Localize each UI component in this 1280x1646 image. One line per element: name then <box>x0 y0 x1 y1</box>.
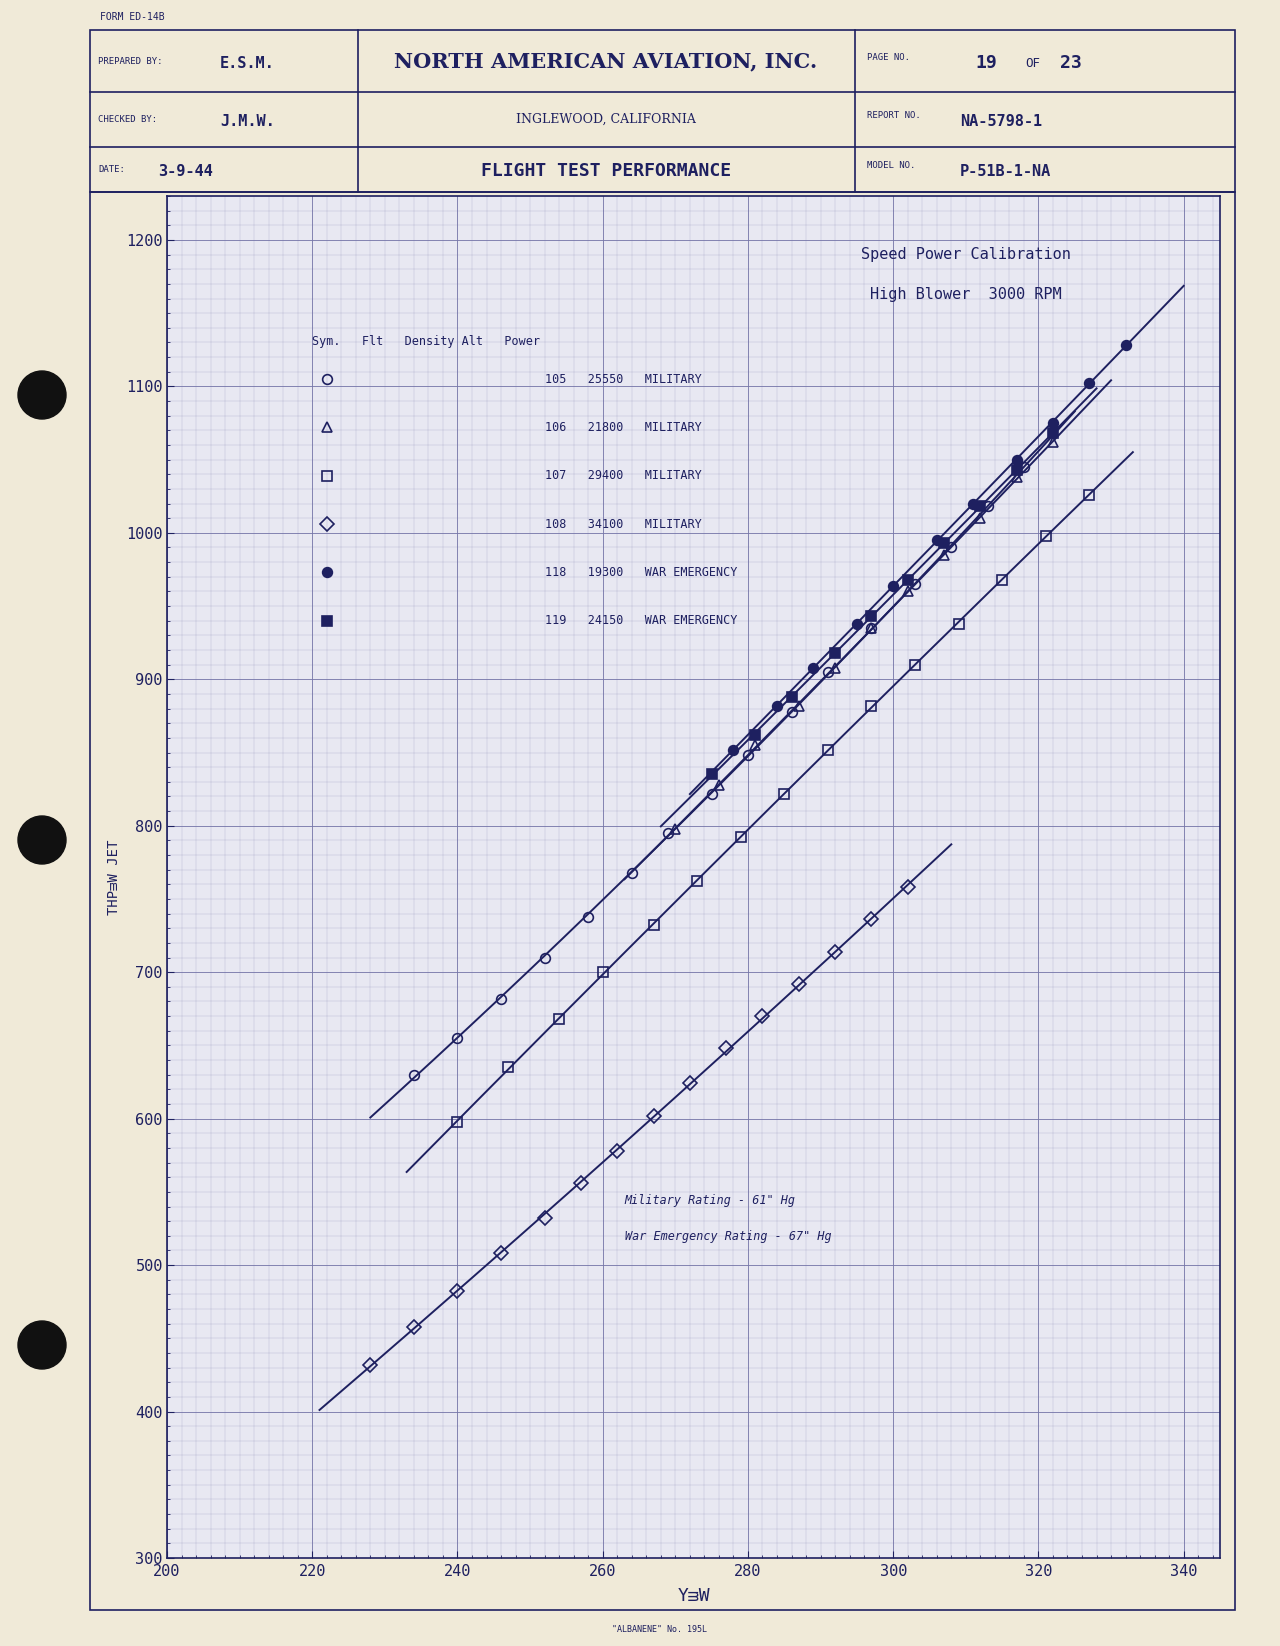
Text: E.S.M.: E.S.M. <box>220 56 275 71</box>
Text: 19: 19 <box>975 54 997 72</box>
Text: PREPARED BY:: PREPARED BY: <box>99 56 163 66</box>
Text: OF: OF <box>1025 56 1039 69</box>
Text: FORM ED-14B: FORM ED-14B <box>100 12 165 21</box>
Text: 106   21800   MILITARY: 106 21800 MILITARY <box>544 421 701 435</box>
Text: Sym.   Flt   Density Alt   Power: Sym. Flt Density Alt Power <box>312 336 540 349</box>
Text: CHECKED BY:: CHECKED BY: <box>99 115 157 123</box>
Text: INGLEWOOD, CALIFORNIA: INGLEWOOD, CALIFORNIA <box>516 112 696 125</box>
Text: NORTH AMERICAN AVIATION, INC.: NORTH AMERICAN AVIATION, INC. <box>394 51 818 71</box>
Circle shape <box>18 816 67 864</box>
Text: 119   24150   WAR EMERGENCY: 119 24150 WAR EMERGENCY <box>544 614 737 627</box>
Text: Military Rating - 61" Hg: Military Rating - 61" Hg <box>625 1193 795 1207</box>
Text: 3-9-44: 3-9-44 <box>157 163 212 178</box>
Bar <box>90 30 1235 193</box>
Text: NA-5798-1: NA-5798-1 <box>960 114 1042 128</box>
Bar <box>90 193 1235 1610</box>
Circle shape <box>18 370 67 420</box>
Text: 118   19300   WAR EMERGENCY: 118 19300 WAR EMERGENCY <box>544 566 737 579</box>
Text: MODEL NO.: MODEL NO. <box>867 161 915 170</box>
Text: REPORT NO.: REPORT NO. <box>867 110 920 120</box>
Text: FLIGHT TEST PERFORMANCE: FLIGHT TEST PERFORMANCE <box>481 161 731 179</box>
Text: DATE:: DATE: <box>99 165 125 173</box>
Text: Speed Power Calibration: Speed Power Calibration <box>861 247 1071 262</box>
Text: FIG. 11: FIG. 11 <box>1156 211 1215 224</box>
Text: War Emergency Rating - 67" Hg: War Emergency Rating - 67" Hg <box>625 1230 831 1243</box>
Text: J.M.W.: J.M.W. <box>220 114 275 128</box>
Text: 107   29400   MILITARY: 107 29400 MILITARY <box>544 469 701 482</box>
Text: High Blower  3000 RPM: High Blower 3000 RPM <box>870 286 1061 301</box>
Text: 23: 23 <box>1060 54 1082 72</box>
X-axis label: YᴟW: YᴟW <box>677 1587 710 1605</box>
Circle shape <box>18 1322 67 1369</box>
Y-axis label: THPᴟW JET: THPᴟW JET <box>106 839 120 915</box>
Text: 105   25550   MILITARY: 105 25550 MILITARY <box>544 372 701 385</box>
Text: PAGE NO.: PAGE NO. <box>867 53 910 61</box>
Text: P-51B-1-NA: P-51B-1-NA <box>960 163 1051 178</box>
Text: "ALBANENE" No. 195L: "ALBANENE" No. 195L <box>613 1625 708 1634</box>
Text: 108   34100   MILITARY: 108 34100 MILITARY <box>544 517 701 530</box>
